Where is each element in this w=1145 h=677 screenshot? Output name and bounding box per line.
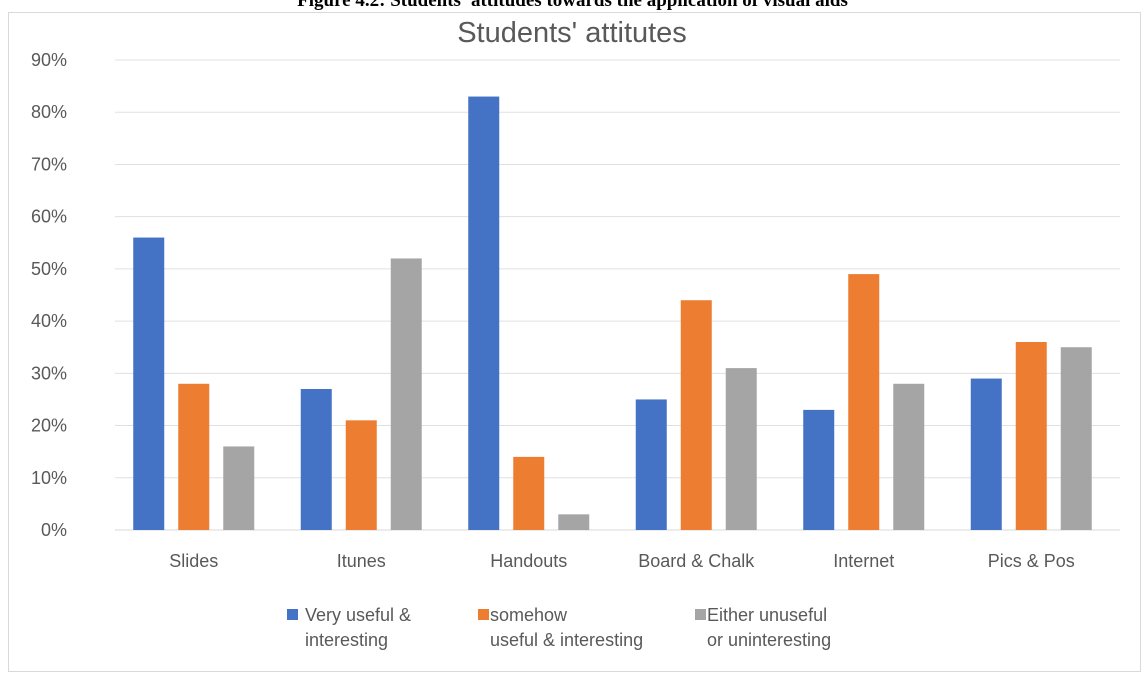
bar: [725, 368, 757, 530]
legend-label: Either unuseful: [707, 605, 827, 625]
bar: [848, 274, 880, 530]
figure-caption: Figure 4.2: Students' attitudes towards …: [297, 0, 848, 11]
legend-label: useful & interesting: [490, 630, 643, 650]
y-tick-label: 40%: [31, 311, 67, 331]
legend-label: Very useful &: [305, 605, 411, 625]
legend-swatch: [287, 609, 298, 620]
legend: Very useful & interesting somehow useful & …: [287, 605, 831, 650]
legend-label: or uninteresting: [707, 630, 831, 650]
bar: [970, 378, 1002, 530]
y-axis-ticks: 0% 10% 20% 30% 40% 50% 60% 70% 80% 90%: [31, 50, 67, 540]
x-category-label: Slides: [169, 551, 218, 571]
bar: [680, 300, 712, 530]
bar: [1060, 347, 1092, 530]
legend-swatch: [478, 609, 489, 620]
chart-frame: [8, 12, 1141, 672]
bar: [1015, 342, 1047, 530]
bar: [223, 446, 255, 530]
x-category-label: Internet: [833, 551, 894, 571]
x-category-label: Board & Chalk: [638, 551, 755, 571]
y-tick-label: 50%: [31, 259, 67, 279]
y-tick-label: 90%: [31, 50, 67, 70]
y-tick-label: 30%: [31, 363, 67, 383]
bar: [178, 383, 210, 530]
bar: [390, 258, 422, 530]
bar: [468, 96, 500, 531]
bar: [803, 409, 835, 530]
bar: [300, 389, 332, 530]
legend-label: somehow: [490, 605, 568, 625]
y-tick-label: 0%: [41, 520, 67, 540]
legend-label: interesting: [305, 630, 388, 650]
y-tick-label: 10%: [31, 468, 67, 488]
y-tick-label: 20%: [31, 416, 67, 436]
bar: [558, 514, 590, 530]
bar: [345, 420, 377, 530]
bar: [513, 456, 545, 530]
x-category-label: Itunes: [337, 551, 386, 571]
bar: [133, 237, 165, 531]
legend-swatch: [695, 609, 706, 620]
x-category-label: Pics & Pos: [988, 551, 1075, 571]
gridlines: [115, 59, 1120, 531]
x-category-label: Handouts: [490, 551, 567, 571]
bar: [635, 399, 667, 530]
y-tick-label: 80%: [31, 102, 67, 122]
y-tick-label: 60%: [31, 207, 67, 227]
bars: [133, 96, 1092, 531]
x-axis-categories: Slides Itunes Handouts Board & Chalk Interne…: [169, 551, 1075, 571]
chart-title: Students' attitutes: [457, 17, 687, 49]
y-tick-label: 70%: [31, 154, 67, 174]
bar: [893, 383, 925, 530]
